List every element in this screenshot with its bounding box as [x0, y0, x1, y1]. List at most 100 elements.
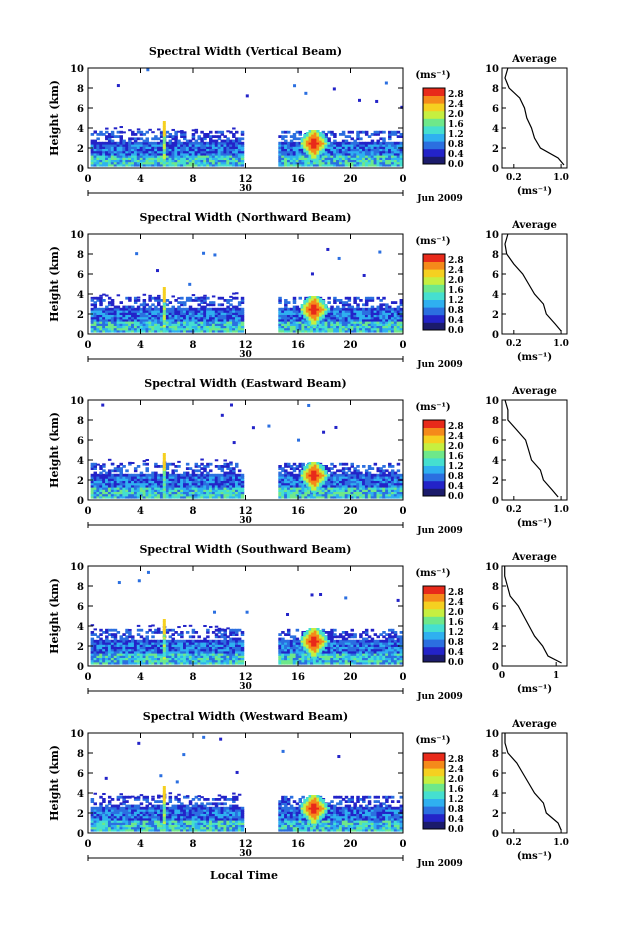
heatmap-cell [286, 482, 291, 486]
heatmap-cell [292, 325, 297, 329]
colorbar-tick-label: 2.0 [448, 110, 464, 120]
heatmap-cell [209, 303, 213, 307]
heatmap-cell [159, 150, 164, 154]
heatmap-cell [390, 316, 395, 320]
heatmap-cell [194, 296, 199, 300]
heatmap-cell [136, 628, 141, 632]
heatmap-cell [177, 476, 181, 479]
heatmap-cell [125, 655, 129, 658]
heatmap-cell [122, 650, 126, 654]
heatmap-cell [235, 327, 239, 331]
heatmap-cell [301, 467, 305, 470]
heatmap-cell [232, 482, 236, 486]
heatmap-cell [217, 146, 222, 149]
heatmap-cell [93, 325, 97, 329]
heatmap-cell [148, 484, 152, 488]
heatmap-cell [350, 318, 354, 322]
heatmap-cell [319, 468, 323, 471]
heatmap-cell [110, 161, 115, 165]
colorbar-swatch [423, 284, 445, 293]
heatmap-cell [211, 148, 216, 152]
heatmap-cell [321, 323, 326, 326]
heatmap-cell [125, 493, 129, 497]
heatmap-cell [281, 484, 285, 488]
heatmap-cell [347, 484, 352, 488]
heatmap-cell [113, 323, 118, 326]
heatmap-cell [203, 144, 207, 147]
heatmap-cell [159, 310, 164, 313]
heatmap-cell [107, 318, 112, 322]
heatmap-cell [321, 314, 325, 317]
heatmap-cell [327, 296, 331, 300]
heatmap-cell [171, 310, 175, 313]
heatmap-cell [136, 650, 141, 654]
heatmap-cell [209, 480, 213, 484]
heatmap-cell [102, 484, 106, 488]
heatmap-cell [359, 495, 363, 499]
heatmap-cell [382, 478, 386, 481]
heatmap-cell [388, 152, 392, 156]
heatmap-cell [171, 128, 175, 131]
heatmap-cell [278, 141, 282, 145]
heatmap-cell [110, 661, 115, 665]
heatmap-cell [237, 155, 242, 158]
heatmap-cell [367, 316, 372, 320]
heatmap-cell [382, 157, 386, 160]
heatmap-cell [203, 467, 207, 470]
heatmap-cell [319, 316, 323, 319]
heatmap-cell [232, 310, 236, 313]
heatmap-cell [295, 321, 300, 324]
heatmap-cell [105, 310, 109, 313]
heatmap-cell [232, 329, 236, 333]
heatmap-cell [338, 157, 343, 160]
heatmap-cell [113, 646, 118, 650]
heatmap-cell [385, 482, 389, 486]
heatmap-cell [102, 318, 106, 322]
heatmap-cell [105, 644, 109, 647]
heatmap-cell [240, 482, 245, 486]
heatmap-cell [379, 316, 383, 320]
heatmap-cell [203, 325, 207, 329]
heatmap-cell [90, 133, 95, 136]
heatmap-cell [128, 473, 132, 477]
heatmap-cell [93, 296, 97, 300]
heatmap-cell [159, 639, 164, 643]
heatmap-cell [90, 657, 95, 661]
heatmap-cell [133, 487, 138, 490]
heatmap-cell [131, 491, 135, 495]
heatmap-cell [136, 329, 141, 333]
heatmap-cell [96, 152, 100, 156]
heatmap-cell [174, 659, 178, 663]
heatmap-cell [116, 84, 120, 88]
heatmap-cell [191, 480, 196, 484]
heatmap-cell [185, 478, 190, 481]
heatmap-cell [315, 327, 320, 331]
heatmap-cell [396, 310, 401, 313]
heatmap-cell [159, 141, 164, 145]
heatmap-cell [370, 146, 375, 149]
heatmap-cell [316, 472, 320, 475]
heatmap-cell [301, 465, 305, 468]
heatmap-cell [367, 465, 372, 468]
heatmap-cell [165, 150, 170, 154]
heatmap-cell [341, 307, 346, 311]
heatmap-cell [353, 316, 357, 320]
heatmap-cell [321, 152, 326, 156]
heatmap-cell [209, 318, 213, 322]
heatmap-cell [148, 159, 152, 163]
heatmap-cell [295, 150, 300, 154]
heatmap-cell [107, 628, 112, 632]
heatmap-cell [133, 159, 138, 163]
heatmap-cell [388, 491, 392, 495]
heatmap-cell [180, 653, 184, 656]
heatmap-cell [313, 134, 317, 137]
heatmap-cell [105, 657, 109, 661]
heatmap-cell [209, 487, 213, 490]
heatmap-cell [390, 471, 395, 475]
heatmap-cell [330, 329, 334, 333]
heatmap-cell [99, 476, 103, 479]
heatmap-cell [151, 323, 155, 326]
heatmap-cell [180, 144, 184, 147]
heatmap-cell [102, 327, 106, 331]
heatmap-cell [185, 646, 190, 650]
